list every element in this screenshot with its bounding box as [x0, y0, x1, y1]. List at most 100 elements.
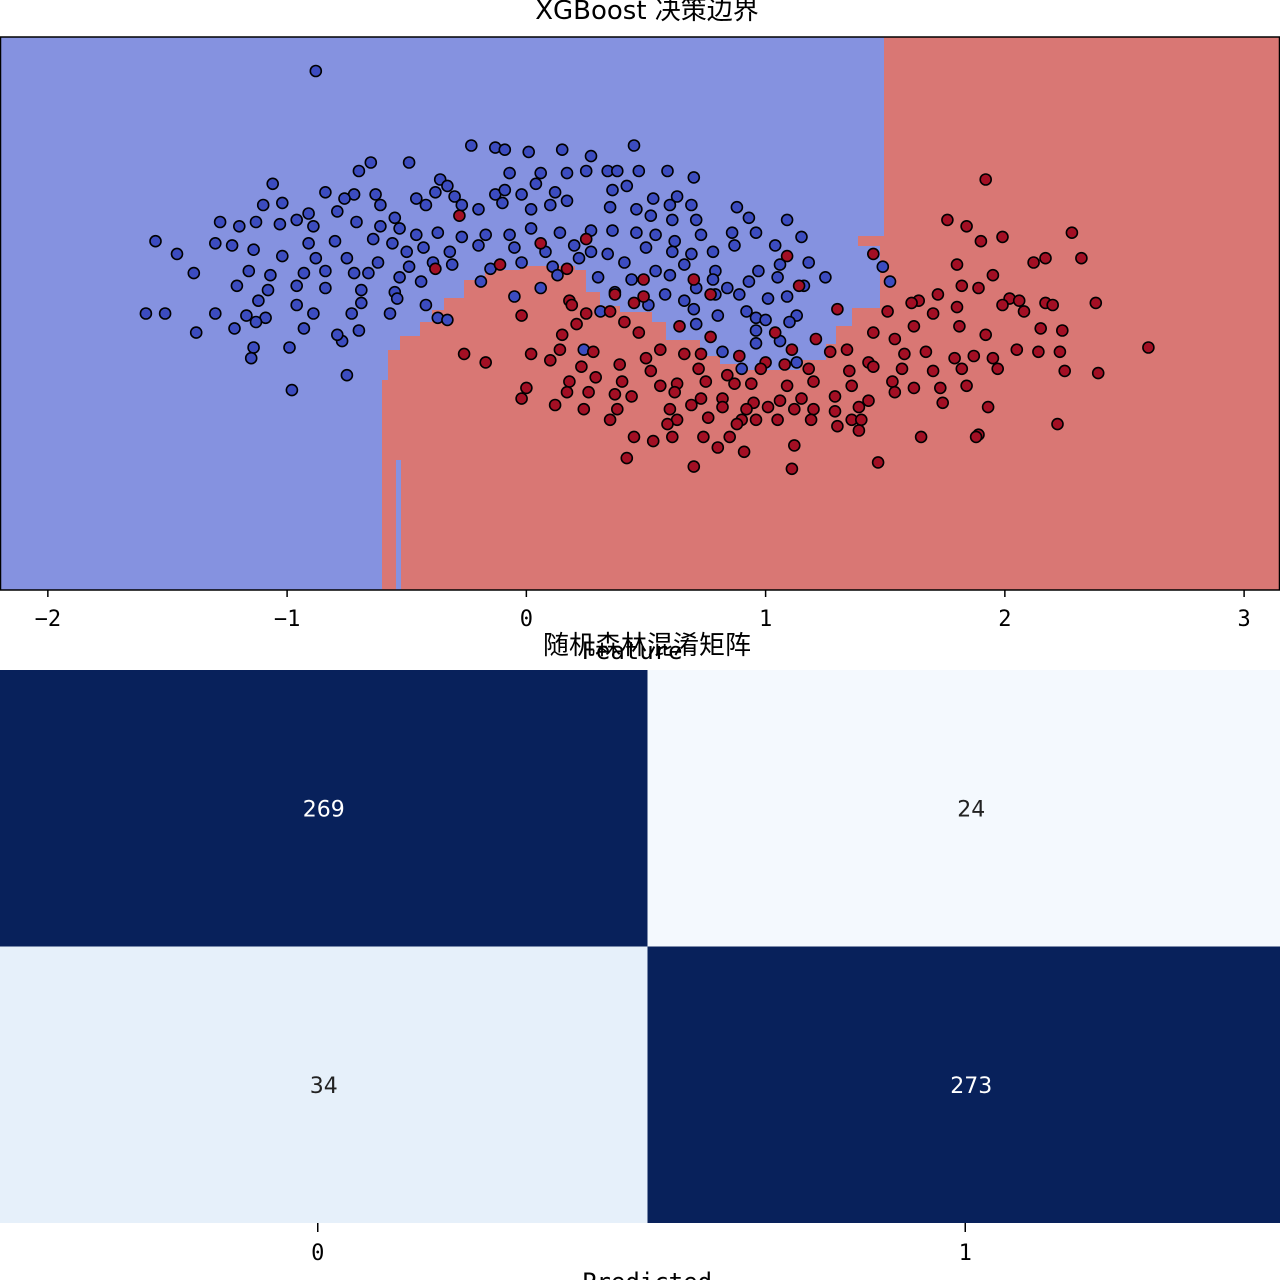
scatter-point-class0	[579, 164, 593, 178]
scatter-point-class0	[730, 200, 744, 214]
scatter-point-class1	[429, 262, 442, 276]
scatter-point-class0	[354, 283, 368, 297]
scatter-point-class1	[515, 309, 528, 322]
scatter-point-class1	[807, 375, 820, 388]
scatter-point-class0	[266, 177, 280, 191]
class0-stripe	[396, 460, 401, 590]
scatter-point-class0	[685, 247, 698, 261]
scatter-point-class0	[795, 230, 808, 244]
scatter-point-class0	[362, 266, 375, 280]
scatter-point-class1	[936, 396, 950, 410]
scatter-point-class0	[472, 239, 485, 252]
scatter-point-class0	[515, 188, 528, 201]
scatter-point-class1	[704, 288, 717, 301]
scatter-point-class1	[979, 173, 993, 186]
scatter-point-class1	[524, 347, 538, 361]
scatter-point-class0	[414, 275, 428, 288]
scatter-point-class0	[350, 215, 363, 229]
scatter-point-class0	[610, 164, 624, 178]
scatter-point-class0	[548, 186, 562, 199]
scatter-point-class1	[948, 351, 961, 365]
scatter-point-class1	[785, 462, 799, 476]
scatter-point-class0	[328, 234, 342, 248]
scatter-point-class0	[687, 171, 701, 184]
scatter-point-class0	[522, 145, 536, 159]
scatter-point-class1	[996, 298, 1009, 312]
scatter-point-class0	[256, 198, 270, 212]
scatter-point-class0	[347, 266, 361, 280]
scatter-point-class1	[931, 288, 945, 301]
x-tick-label: −1	[274, 607, 301, 632]
scatter-point-class1	[761, 400, 775, 414]
scatter-point-class0	[706, 273, 720, 286]
scatter-point-class0	[242, 264, 256, 278]
scatter-point-class1	[560, 385, 574, 399]
scatter-point-class0	[338, 192, 351, 205]
scatter-point-class0	[228, 322, 241, 335]
scatter-point-class1	[716, 400, 729, 414]
scatter-point-class0	[773, 258, 787, 271]
scatter-point-class1	[620, 451, 634, 465]
scatter-point-class1	[831, 419, 844, 433]
scatter-point-class1	[804, 413, 818, 427]
scatter-point-class0	[225, 239, 239, 252]
scatter-point-class1	[955, 279, 969, 293]
scatter-point-class1	[787, 402, 801, 416]
scatter-point-class1	[453, 209, 466, 222]
scatter-point-class0	[309, 64, 323, 78]
scatter-point-class1	[950, 300, 964, 314]
scatter-point-class0	[369, 188, 382, 201]
scatter-point-class1	[577, 402, 591, 416]
scatter-point-class1	[637, 290, 650, 303]
scatter-point-class0	[780, 213, 794, 227]
scatter-point-class0	[665, 245, 679, 259]
scatter-point-class1	[1039, 251, 1052, 265]
scatter-point-class0	[790, 356, 804, 369]
scatter-point-class0	[297, 266, 311, 280]
scatter-point-class1	[728, 377, 741, 391]
scatter-point-class0	[345, 307, 359, 320]
scatter-point-class0	[364, 156, 378, 169]
decision-regions	[0, 37, 1280, 590]
heatmap-cell	[647, 670, 1280, 947]
scatter-point-class1	[723, 430, 737, 444]
scatter-point-class1	[553, 343, 567, 357]
scatter-point-class1	[773, 394, 787, 408]
scatter-point-class1	[871, 456, 885, 469]
scatter-point-class0	[819, 270, 832, 284]
scatter-point-class1	[699, 375, 713, 388]
scatter-point-class1	[780, 249, 794, 263]
scatter-point-class1	[828, 404, 842, 418]
scatter-point-class1	[1056, 324, 1069, 337]
scatter-point-class1	[933, 381, 947, 395]
scatter-point-class0	[383, 307, 397, 320]
scatter-point-class0	[275, 196, 289, 210]
scatter-point-class0	[572, 251, 586, 265]
scatter-point-class1	[555, 328, 569, 342]
scatter-point-class1	[737, 445, 751, 459]
scatter-point-class1	[771, 413, 784, 427]
scatter-point-class1	[582, 385, 595, 399]
scatter-point-class0	[668, 234, 682, 248]
scatter-point-class0	[759, 313, 772, 327]
chart-title-xgboost: XGBoost 决策边界	[535, 0, 759, 26]
scatter-point-class0	[400, 245, 414, 259]
scatter-point-class1	[1010, 343, 1024, 357]
scatter-point-class0	[742, 275, 756, 288]
scatter-point-class0	[158, 307, 172, 320]
scatter-point-class1	[543, 353, 557, 367]
scatter-point-class1	[1075, 251, 1088, 265]
scatter-point-class0	[443, 245, 457, 259]
scatter-point-class1	[457, 347, 471, 361]
heatmap-cell	[0, 946, 648, 1223]
scatter-point-class1	[905, 296, 918, 310]
scatter-point-class0	[230, 279, 244, 293]
scatter-point-class1	[866, 247, 880, 261]
scatter-point-class1	[907, 319, 921, 333]
scatter-point-class0	[374, 198, 387, 212]
scatter-point-class0	[740, 305, 753, 318]
scatter-point-class0	[749, 324, 763, 337]
scatter-point-class0	[149, 234, 162, 248]
scatter-point-class1	[694, 392, 708, 405]
